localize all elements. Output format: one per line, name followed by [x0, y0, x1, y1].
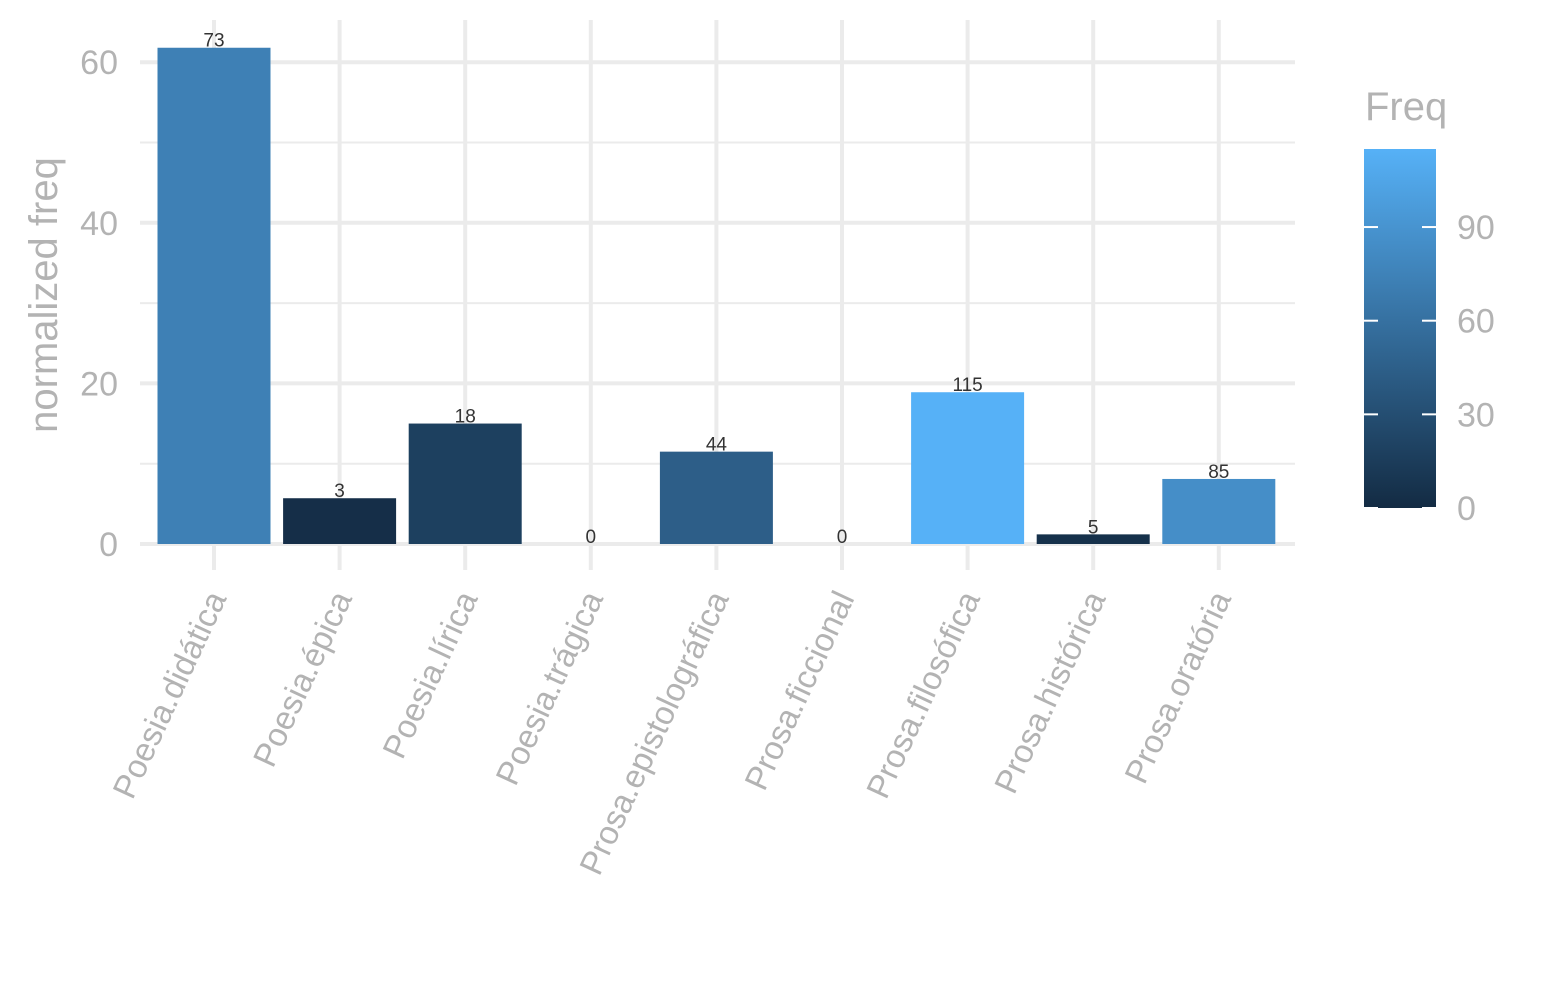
- legend-tick-label: 0: [1457, 490, 1476, 528]
- data-labels: 73 3 18 0 44 0 115 5 85: [203, 31, 1229, 548]
- data-label: 0: [586, 527, 597, 548]
- x-tick-label: Poesia.épica: [246, 585, 360, 772]
- legend-tick-label: 90: [1457, 209, 1495, 247]
- data-label: 115: [952, 375, 982, 396]
- x-tick-label: Poesia.didática: [105, 585, 233, 804]
- y-axis: 0 20 40 60: [80, 44, 118, 564]
- y-tick-label: 0: [99, 526, 118, 564]
- y-tick-label: 20: [80, 365, 118, 403]
- bar: [157, 47, 271, 544]
- legend-tick-label: 60: [1457, 303, 1495, 341]
- x-tick-label: Prosa.filosófica: [859, 585, 987, 804]
- bar: [911, 392, 1025, 544]
- y-tick-label: 60: [80, 44, 118, 82]
- x-tick-label: Prosa.histórica: [987, 585, 1113, 799]
- legend-tick-label: 30: [1457, 396, 1495, 434]
- bar: [1162, 478, 1276, 544]
- x-tick-label: Prosa.oratória: [1117, 585, 1238, 789]
- legend: Freq 0 30 60 90: [1364, 85, 1495, 528]
- data-label: 5: [1088, 517, 1099, 538]
- y-axis-title: normalized freq: [22, 157, 66, 433]
- bar: [1036, 534, 1150, 544]
- legend-title: Freq: [1365, 85, 1447, 129]
- x-tick-label: Poesia.lírica: [375, 585, 485, 764]
- x-axis: Poesia.didática Poesia.épica Poesia.lírica…: [105, 585, 1238, 881]
- bar: [659, 451, 773, 544]
- data-label: 73: [203, 31, 224, 52]
- x-tick-label: Prosa.ficcional: [737, 585, 861, 795]
- data-label: 0: [837, 527, 848, 548]
- data-label: 3: [334, 481, 345, 502]
- y-tick-label: 40: [80, 205, 118, 243]
- data-label: 85: [1208, 462, 1229, 483]
- data-label: 44: [706, 435, 728, 456]
- legend-ticks: 0 30 60 90: [1364, 209, 1495, 528]
- bar: [408, 423, 522, 544]
- x-tick-label: Poesia.trágica: [488, 585, 610, 791]
- data-label: 18: [455, 407, 476, 428]
- bars: [157, 47, 1276, 544]
- legend-colorbar: [1364, 149, 1436, 508]
- bar: [283, 498, 397, 544]
